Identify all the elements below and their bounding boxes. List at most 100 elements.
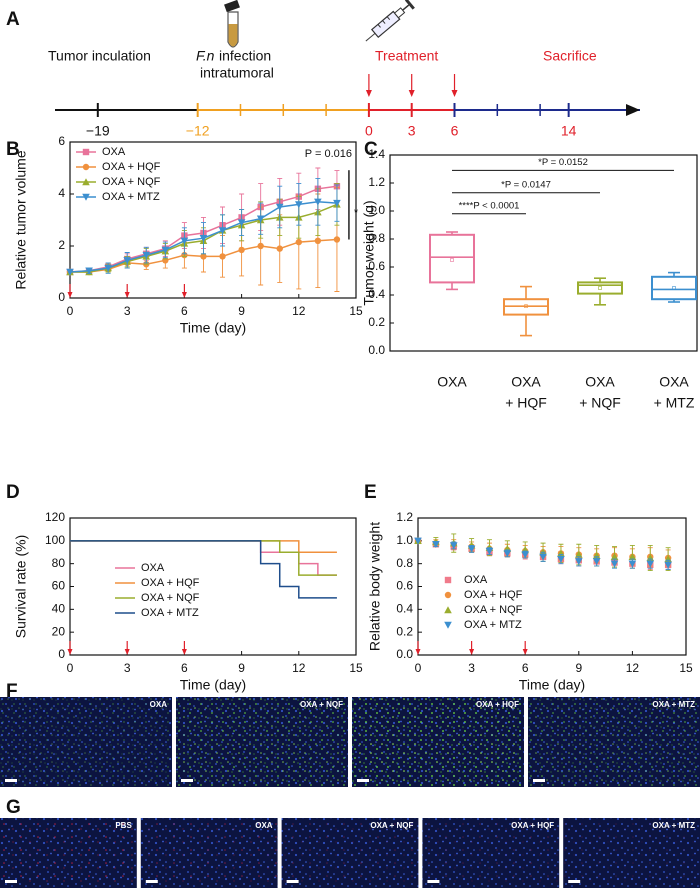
y-tick-label: 4 bbox=[58, 186, 65, 200]
y-tick-label: 80 bbox=[52, 556, 66, 570]
timeline-tick-label: −12 bbox=[186, 123, 210, 139]
x-tick-label: 0 bbox=[67, 661, 74, 675]
image-title: OXA bbox=[255, 821, 273, 830]
x-tick-label: 9 bbox=[238, 304, 245, 318]
scale-bar bbox=[357, 779, 369, 782]
plot-frame bbox=[389, 154, 698, 352]
y-tick-label: 0.8 bbox=[396, 556, 413, 570]
timeline-arrowhead bbox=[626, 104, 640, 116]
legend-marker bbox=[82, 193, 90, 201]
y-tick-label: 0.0 bbox=[396, 647, 413, 661]
legend-label: OXA + MTZ bbox=[102, 191, 160, 203]
treatment-arrowhead bbox=[181, 292, 187, 298]
x-axis-label: Time (day) bbox=[180, 320, 246, 336]
green-signal bbox=[0, 697, 172, 787]
mean-marker bbox=[598, 286, 602, 290]
legend-label: OXA bbox=[102, 146, 126, 158]
y-tick-label: 1.2 bbox=[368, 175, 385, 189]
event-label: Sacrifice bbox=[543, 48, 597, 64]
data-point bbox=[200, 253, 207, 260]
comparison-label: *P = 0.0152 bbox=[538, 157, 588, 168]
tube-icon bbox=[224, 0, 240, 48]
survival-curve bbox=[70, 540, 337, 599]
legend-marker bbox=[82, 178, 90, 186]
y-tick-label: 0.8 bbox=[368, 231, 385, 245]
legend-label: OXA bbox=[141, 562, 165, 574]
data-point bbox=[237, 219, 246, 227]
y-tick-label: 20 bbox=[52, 624, 66, 638]
treatment-arrowhead bbox=[408, 90, 415, 97]
data-point bbox=[610, 553, 619, 561]
mean-marker bbox=[450, 258, 454, 262]
data-point bbox=[85, 267, 93, 275]
data-point bbox=[432, 541, 440, 549]
data-point bbox=[575, 550, 583, 558]
legend-label: OXA bbox=[464, 574, 488, 586]
legend-marker bbox=[444, 621, 452, 629]
plot-frame bbox=[417, 517, 687, 656]
timeline-tick-label: −19 bbox=[86, 123, 110, 139]
y-tick-label: 1.0 bbox=[368, 203, 385, 217]
scale-bar bbox=[145, 880, 158, 883]
y-tick-label: 0.4 bbox=[396, 602, 413, 616]
timeline-tick-label: 0 bbox=[365, 123, 373, 139]
timeline-tick-label: 6 bbox=[451, 123, 459, 139]
image-title: OXA + NQF bbox=[370, 821, 413, 830]
x-tick-label: 3 bbox=[124, 304, 131, 318]
y-tick-label: 0 bbox=[58, 647, 65, 661]
y-tick-label: 120 bbox=[45, 510, 65, 524]
green-signal bbox=[528, 697, 700, 787]
annotation: P = 0.016 bbox=[305, 148, 352, 160]
x-axis-label: Time (day) bbox=[180, 677, 246, 693]
y-axis-label: Tumor weight (g) bbox=[361, 200, 377, 305]
legend-label: OXA + NQF bbox=[141, 592, 200, 604]
syringe-icon bbox=[365, 0, 415, 42]
legend-marker bbox=[444, 606, 452, 614]
image-title: OXA + HQF bbox=[476, 700, 519, 709]
legend-label: OXA + HQF bbox=[141, 577, 200, 589]
data-point bbox=[610, 560, 619, 568]
treatment-arrowhead bbox=[67, 649, 73, 655]
data-point bbox=[628, 553, 637, 561]
data-point bbox=[295, 201, 303, 209]
y-tick-label: 6 bbox=[58, 134, 65, 148]
y-tick-label: 0.4 bbox=[368, 287, 385, 301]
data-point bbox=[276, 245, 283, 252]
panel-label: D bbox=[6, 482, 20, 503]
x-tick-label: 3 bbox=[468, 661, 475, 675]
comparison-label: ****P < 0.0001 bbox=[459, 200, 520, 211]
event-label: infection bbox=[219, 48, 271, 64]
red-signal bbox=[281, 818, 419, 888]
treatment-arrowhead bbox=[451, 90, 458, 97]
x-tick-label: OXA bbox=[437, 374, 467, 390]
legend-label: OXA + HQF bbox=[102, 161, 161, 173]
image-title: OXA + NQF bbox=[300, 700, 343, 709]
y-tick-label: 0 bbox=[58, 290, 65, 304]
treatment-arrowhead bbox=[181, 649, 187, 655]
legend-marker bbox=[444, 576, 452, 584]
scale-bar bbox=[427, 880, 440, 883]
y-tick-label: 100 bbox=[45, 533, 65, 547]
data-point bbox=[314, 237, 322, 244]
y-axis-label: Survival rate (%) bbox=[13, 535, 29, 638]
event-label: intratumoral bbox=[200, 65, 274, 81]
legend-label: OXA + NQF bbox=[464, 604, 523, 616]
image-title: OXA + MTZ bbox=[652, 821, 695, 830]
treatment-arrowhead bbox=[415, 649, 421, 655]
y-tick-label: 0.2 bbox=[396, 624, 413, 638]
data-point bbox=[161, 246, 170, 254]
data-point bbox=[219, 253, 226, 260]
event-label: F.n bbox=[196, 48, 215, 64]
data-point bbox=[333, 199, 341, 207]
x-tick-label: + HQF bbox=[505, 395, 547, 411]
scale-bar bbox=[568, 880, 581, 883]
data-point bbox=[664, 561, 672, 569]
data-point bbox=[295, 238, 302, 246]
data-point bbox=[539, 553, 547, 561]
data-point bbox=[628, 560, 637, 568]
data-point bbox=[467, 545, 476, 553]
red-signal bbox=[563, 818, 700, 888]
x-tick-label: 15 bbox=[679, 661, 693, 675]
legend-marker bbox=[82, 163, 90, 171]
